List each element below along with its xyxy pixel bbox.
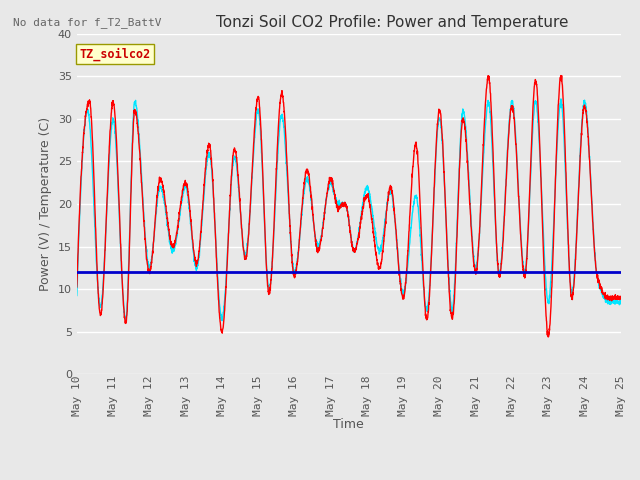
CR10X Temperature (73, 293, 81, 299)
CR23X Temperature (167, 242, 175, 248)
CR23X Temperature (545, 334, 552, 340)
CR10X Temperature (218, 318, 226, 324)
CR23X Temperature (282, 128, 289, 133)
CR23X Temperature (305, 172, 313, 178)
Title: Tonzi Soil CO2 Profile: Power and Temperature: Tonzi Soil CO2 Profile: Power and Temper… (216, 15, 568, 30)
Line: CR23X Temperature: CR23X Temperature (77, 75, 621, 337)
X-axis label: Time: Time (333, 418, 364, 431)
CR10X Temperature (548, 265, 556, 271)
CR23X Temperature (73, 284, 81, 290)
CR23X Temperature (135, 140, 143, 145)
CR10X Temperature (607, 301, 614, 307)
CR10X Temperature (135, 131, 143, 137)
CR10X Temperature (617, 297, 625, 302)
CR10X Temperature (167, 246, 175, 252)
CR23X Temperature (548, 285, 556, 291)
CR23X Temperature (607, 295, 614, 300)
Text: No data for f_T2_BattV: No data for f_T2_BattV (13, 17, 161, 28)
Y-axis label: Power (V) / Temperature (C): Power (V) / Temperature (C) (39, 117, 52, 291)
CR10X Temperature (282, 148, 289, 154)
Line: CR10X Temperature: CR10X Temperature (77, 99, 621, 321)
Text: TZ_soilco2: TZ_soilco2 (79, 48, 151, 61)
CR10X Temperature (557, 96, 564, 102)
CR23X Temperature (557, 72, 564, 78)
CR10X Temperature (305, 180, 313, 185)
CR23X Temperature (617, 295, 625, 300)
